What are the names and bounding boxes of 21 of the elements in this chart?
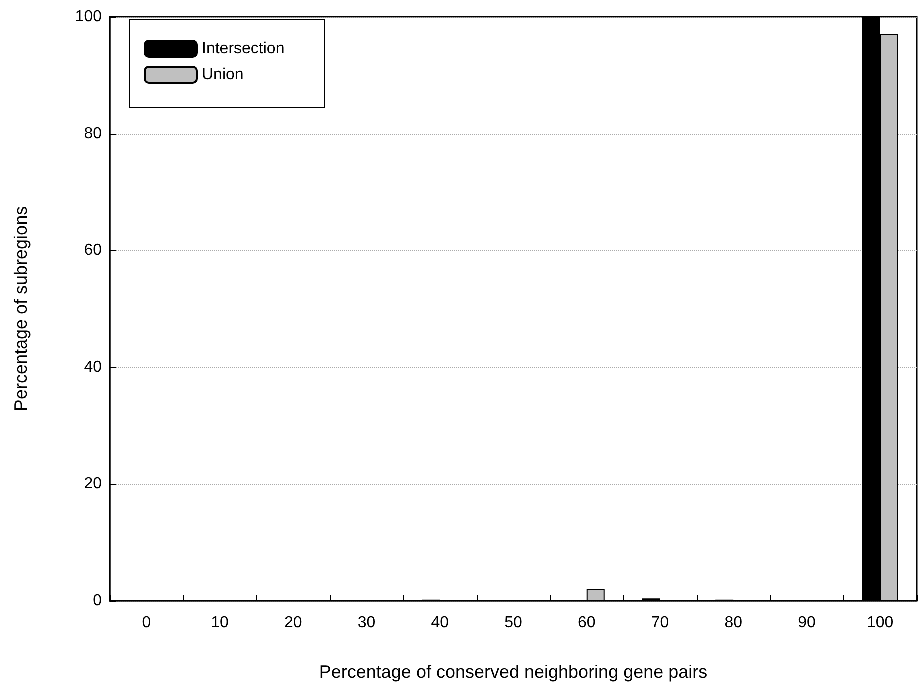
legend-label: Union bbox=[202, 66, 244, 84]
x-tick-label: 0 bbox=[142, 614, 152, 632]
x-tick-label: 90 bbox=[798, 614, 816, 632]
x-tick-label: 80 bbox=[724, 614, 743, 632]
x-tick-label: 50 bbox=[504, 614, 522, 632]
y-tick-label: 60 bbox=[84, 242, 102, 260]
x-axis-title: Percentage of conserved neighboring gene pairs bbox=[319, 662, 708, 682]
x-tick-label: 70 bbox=[651, 614, 670, 632]
x-tick-label: 60 bbox=[578, 614, 596, 632]
y-tick-label: 20 bbox=[84, 476, 102, 493]
x-tick-label: 40 bbox=[431, 614, 450, 632]
x-tick-label: 20 bbox=[284, 614, 302, 632]
y-tick-label: 100 bbox=[75, 8, 102, 26]
x-tick-label: 30 bbox=[358, 614, 376, 632]
y-tick-label: 0 bbox=[93, 592, 102, 610]
x-tick-label: 100 bbox=[866, 614, 894, 632]
y-tick-label: 80 bbox=[84, 125, 102, 142]
y-axis-title: Percentage of subregions bbox=[11, 206, 31, 412]
legend-label: Intersection bbox=[202, 40, 285, 58]
x-tick-label: 10 bbox=[211, 614, 230, 632]
y-tick-label: 40 bbox=[84, 358, 102, 376]
